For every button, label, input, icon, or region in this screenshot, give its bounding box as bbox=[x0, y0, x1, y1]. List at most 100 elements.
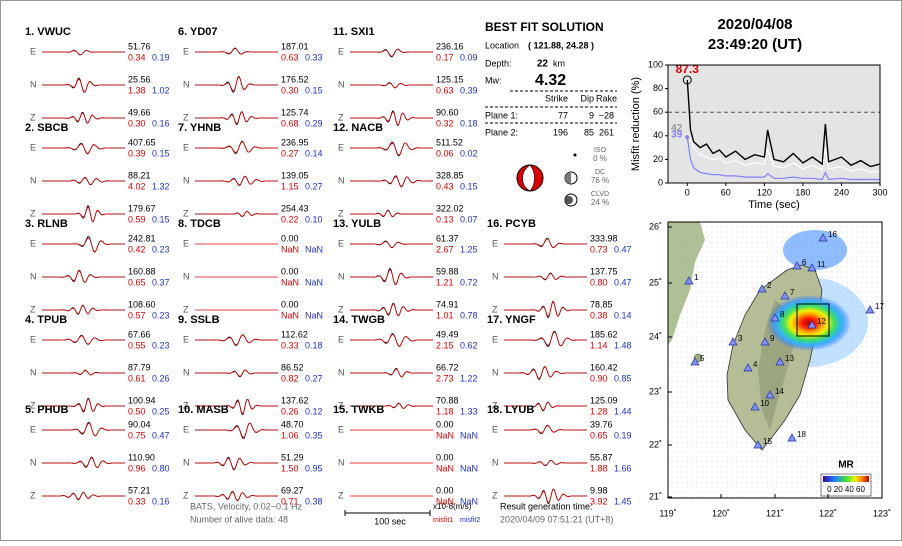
misfit2: 0.27 bbox=[305, 373, 323, 383]
amplitude: 59.88 bbox=[436, 266, 459, 276]
synthetic-waveform bbox=[195, 369, 278, 377]
synthetic-waveform bbox=[42, 237, 125, 253]
mr-field bbox=[783, 230, 847, 270]
misfit2-legend: misfit2 bbox=[460, 517, 480, 524]
station-name: 16. PCYB bbox=[487, 218, 536, 230]
misfit2: 0.19 bbox=[614, 430, 632, 440]
amplitude: 160.88 bbox=[128, 266, 156, 276]
synthetic-waveform bbox=[195, 422, 278, 438]
synthetic-waveform bbox=[350, 368, 433, 378]
misfit1: 1.50 bbox=[281, 463, 299, 473]
misfit1: NaN bbox=[436, 430, 454, 440]
station-label: 17 bbox=[875, 302, 884, 311]
station-name: 1. VWUC bbox=[25, 26, 71, 38]
synthetic-waveform bbox=[195, 457, 278, 470]
component: E bbox=[492, 424, 498, 434]
synthetic-waveform bbox=[42, 78, 125, 93]
station-marker bbox=[770, 313, 780, 322]
station-name: 5. PHUB bbox=[25, 404, 68, 416]
synthetic-waveform bbox=[42, 457, 125, 469]
amplitude: 125.15 bbox=[436, 74, 464, 84]
amplitude: 61.37 bbox=[436, 233, 459, 243]
series-line bbox=[686, 136, 880, 181]
component: E bbox=[183, 334, 189, 344]
station-label: 11 bbox=[817, 260, 826, 269]
component: Z bbox=[183, 112, 189, 122]
amplitude: 88.21 bbox=[128, 170, 151, 180]
start-marker bbox=[682, 75, 692, 85]
component: E bbox=[30, 238, 36, 248]
map-x-label: 119˚ bbox=[659, 508, 676, 518]
start-label: 42 bbox=[671, 123, 683, 134]
component: E bbox=[30, 334, 36, 344]
station-marker bbox=[865, 305, 875, 314]
misfit2: 0.09 bbox=[460, 52, 478, 62]
misfit1: 0.57 bbox=[128, 310, 146, 320]
misfit1: 0.63 bbox=[281, 52, 299, 62]
component: N bbox=[338, 175, 345, 185]
station-label: 14 bbox=[775, 387, 784, 396]
amplitude: 187.01 bbox=[281, 41, 309, 51]
misfit2: 0.16 bbox=[152, 118, 170, 128]
amplitude: 51.29 bbox=[281, 452, 304, 462]
amplitude: 87.79 bbox=[128, 362, 151, 372]
amplitude: 48.70 bbox=[281, 419, 304, 429]
x-axis-label: Time (sec) bbox=[748, 199, 800, 211]
amplitude: 70.88 bbox=[436, 395, 459, 405]
location-label: Location bbox=[485, 40, 519, 50]
misfit1: 2.73 bbox=[436, 373, 454, 383]
clvd-icon bbox=[565, 196, 573, 204]
component: Z bbox=[183, 304, 189, 314]
amplitude: 137.62 bbox=[281, 395, 309, 405]
location: ( 121.88, 24.28 ) bbox=[528, 40, 594, 50]
station-marker bbox=[750, 402, 760, 411]
misfit2: 1.45 bbox=[614, 496, 632, 506]
misfit1: 0.55 bbox=[128, 340, 146, 350]
misfit2: 1.44 bbox=[614, 406, 632, 416]
synthetic-waveform bbox=[504, 401, 587, 411]
synthetic-waveform bbox=[350, 142, 433, 156]
synthetic-waveform bbox=[42, 270, 125, 283]
station-name: 3. RLNB bbox=[25, 218, 68, 230]
misfit1: 0.50 bbox=[128, 406, 146, 416]
footer: BATS, Velocity, 0.02~0.1 Hz Number of al… bbox=[190, 501, 613, 526]
component: Z bbox=[338, 304, 344, 314]
amplitude: 57.21 bbox=[128, 485, 151, 495]
amplitude: 49.66 bbox=[128, 107, 151, 117]
result-label: Result generation time: bbox=[500, 501, 593, 511]
amplitude: 407.65 bbox=[128, 137, 156, 147]
station-label: 8 bbox=[780, 310, 785, 319]
misfit1: 0.90 bbox=[590, 373, 608, 383]
misfit1: 0.73 bbox=[590, 244, 608, 254]
synthetic-waveform bbox=[350, 403, 433, 409]
y-tick-label: 0 bbox=[658, 177, 663, 187]
station-label: 5 bbox=[700, 354, 705, 363]
misfit2: 0.26 bbox=[152, 373, 170, 383]
amplitude: 112.62 bbox=[281, 329, 308, 339]
misfit1: 0.82 bbox=[281, 373, 299, 383]
amplitude: 25.56 bbox=[128, 74, 151, 84]
depth-label: Depth: bbox=[485, 58, 512, 68]
table-header: Dip bbox=[580, 93, 594, 103]
component: Z bbox=[338, 400, 344, 410]
row-label: Plane 1: bbox=[485, 110, 518, 120]
misfit1: 0.26 bbox=[281, 406, 299, 416]
synthetic-waveform bbox=[195, 334, 278, 346]
station-name: 7. YHNB bbox=[178, 122, 221, 134]
misfit1: 0.59 bbox=[128, 214, 146, 224]
row-label: Plane 2: bbox=[485, 127, 518, 137]
misfit2: 0.19 bbox=[152, 52, 170, 62]
date: 2020/04/08 bbox=[717, 16, 792, 33]
misfit2: 0.72 bbox=[460, 277, 478, 287]
component: N bbox=[338, 79, 345, 89]
synthetic-waveform bbox=[350, 210, 433, 218]
misfit2: 0.29 bbox=[305, 118, 323, 128]
amplitude: 511.52 bbox=[436, 137, 463, 147]
misfit1: 1.88 bbox=[590, 463, 608, 473]
synthetic-waveform bbox=[42, 398, 125, 413]
station-label: 6 bbox=[802, 258, 807, 267]
component: Z bbox=[492, 490, 498, 500]
component: Z bbox=[492, 400, 498, 410]
alive: Number of alive data: 48 bbox=[190, 514, 288, 524]
misfit2: 0.23 bbox=[152, 340, 170, 350]
